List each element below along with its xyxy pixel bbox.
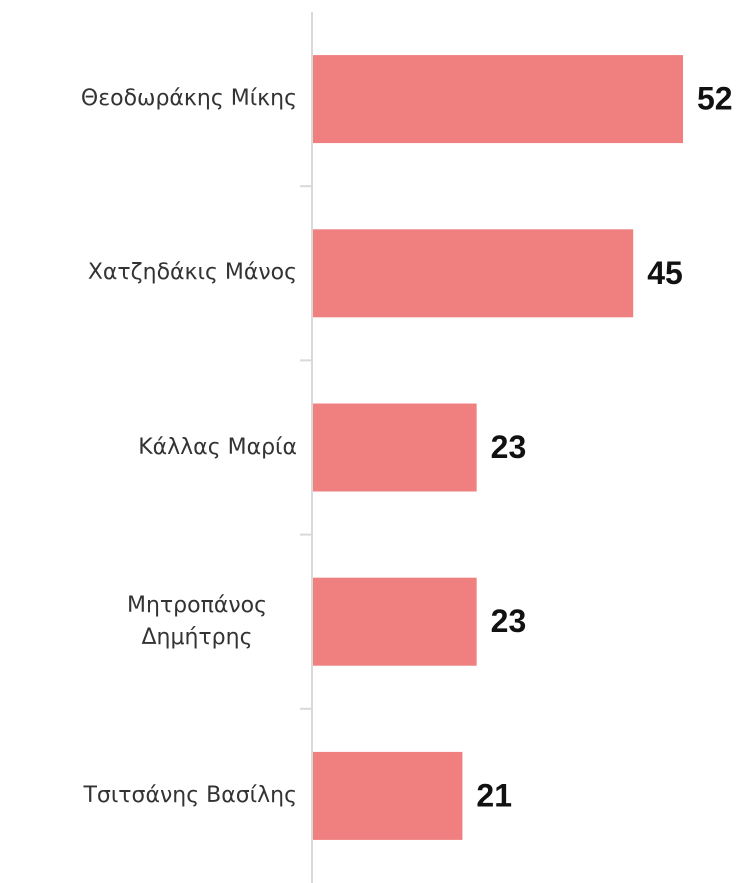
bar [313,577,477,666]
bar [313,229,634,318]
value-label: 23 [491,429,527,465]
category-label: Τσιτσάνης Βασίλης [83,782,297,808]
value-label: 23 [491,603,527,639]
value-label: 52 [697,81,733,117]
value-label: 21 [476,777,512,813]
bar [313,55,683,144]
category-label: Χατζηδάκις Μάνος [87,260,297,286]
category-label: Κάλλας Μαρία [138,434,297,460]
category-label: Μητροπάνος Δημήτρης [126,592,267,650]
value-label: 45 [647,255,683,291]
bar [313,751,463,840]
bar [313,403,477,492]
category-label: Θεοδωράκης Μίκης [80,86,297,112]
